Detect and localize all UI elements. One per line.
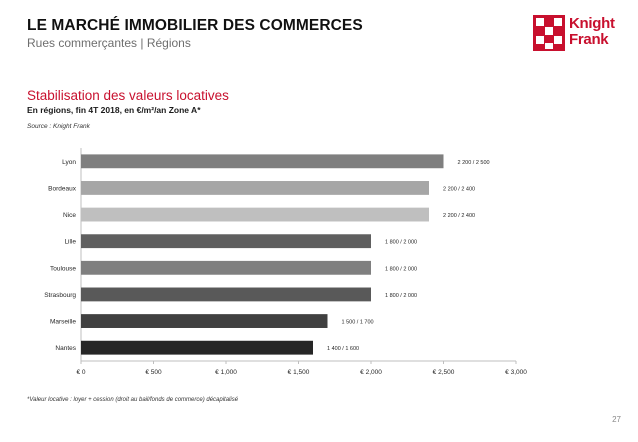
x-tick-label: € 3,000 [505, 369, 527, 376]
data-label: 1 800 / 2 000 [385, 266, 417, 272]
x-tick-label: € 1,500 [288, 369, 310, 376]
footnote: *Valeur locative : loyer + cession (droi… [27, 397, 239, 403]
bar-lille [81, 234, 371, 249]
logo-line-2: Frank [569, 31, 609, 48]
data-label: 2 200 / 2 500 [458, 160, 490, 166]
data-label: 1 500 / 1 700 [342, 320, 374, 326]
x-tick-label: € 0 [76, 369, 85, 376]
data-label: 1 400 / 1 600 [327, 346, 359, 352]
data-label: 2 200 / 2 400 [443, 213, 475, 219]
data-label: 1 800 / 2 000 [385, 293, 417, 299]
category-label: Nantes [55, 345, 76, 352]
x-tick-label: € 2,500 [433, 369, 455, 376]
section-title: Stabilisation des valeurs locatives [27, 88, 229, 103]
category-label: Marseille [50, 319, 76, 326]
bar-nantes [81, 340, 313, 355]
bar-lyon [81, 154, 444, 169]
source-note: Source : Knight Frank [27, 123, 90, 130]
category-label: Strasbourg [44, 292, 76, 299]
x-tick-label: € 2,000 [360, 369, 382, 376]
page-title: LE MARCHÉ IMMOBILIER DES COMMERCES [27, 17, 363, 34]
knight-frank-logo-icon [533, 15, 565, 51]
logo-wordmark: Knight Frank [569, 16, 615, 48]
x-tick-label: € 1,000 [215, 369, 237, 376]
page-subtitle: Rues commerçantes | Régions [27, 36, 191, 50]
category-label: Lyon [62, 159, 76, 166]
page-number: 27 [612, 415, 621, 424]
category-label: Lille [64, 239, 76, 246]
bar-bordeaux [81, 181, 429, 195]
category-label: Nice [63, 212, 76, 219]
x-tick-label: € 500 [145, 369, 162, 376]
bar-nice [81, 207, 429, 222]
category-label: Toulouse [50, 265, 76, 272]
logo-line-1: Knight [569, 15, 615, 32]
bar-strasbourg [81, 287, 371, 302]
bar-marseille [81, 314, 328, 328]
section-subtitle: En régions, fin 4T 2018, en €/m²/an Zone… [27, 105, 201, 115]
data-label: 1 800 / 2 000 [385, 240, 417, 246]
bar-toulouse [81, 260, 371, 275]
category-label: Bordeaux [48, 185, 77, 192]
knight-frank-logo: Knight Frank [533, 15, 615, 51]
data-label: 2 200 / 2 400 [443, 186, 475, 192]
